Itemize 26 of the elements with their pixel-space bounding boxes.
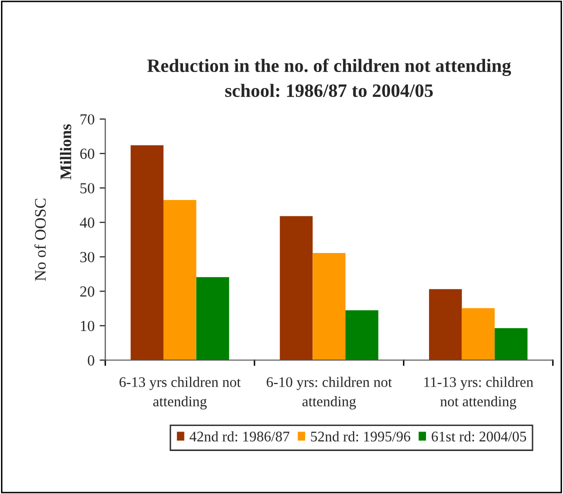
y-tick-label: 40 xyxy=(80,218,94,228)
y-tick-label: 20 xyxy=(80,286,94,297)
y-tick-label: 60 xyxy=(80,148,94,159)
x-tick-label: 6-13 yrs children not attending xyxy=(120,376,241,410)
bar xyxy=(130,145,164,360)
bar xyxy=(312,253,346,360)
bar xyxy=(345,310,378,360)
y-tick-label: 50 xyxy=(80,183,94,194)
bar xyxy=(280,216,313,360)
bar xyxy=(429,289,462,360)
bar xyxy=(494,328,528,360)
bar xyxy=(196,277,230,360)
y-tick-label: 30 xyxy=(80,252,94,262)
legend-label: 52nd rd: 1995/96 xyxy=(311,431,410,442)
bar xyxy=(163,200,196,360)
y-axis-title: No of OOSC xyxy=(34,198,46,281)
bar xyxy=(462,308,495,360)
text: Millions xyxy=(60,124,72,180)
x-tick-label: 6-10 yrs: children not attending xyxy=(266,376,392,410)
y-tick-label: 70 xyxy=(80,114,94,125)
x-tick-label: 11-13 yrs: children not attending xyxy=(424,376,534,410)
y-tick-label: 0 xyxy=(88,355,94,366)
y-tick-label: 10 xyxy=(80,320,94,332)
legend-label: 42nd rd: 1986/87 xyxy=(190,431,290,442)
chart-title: Reduction in the no. of children not attending school: 1986/87 to 2004/05 xyxy=(147,58,512,98)
legend-label: 61st rd: 2004/05 xyxy=(432,431,526,442)
